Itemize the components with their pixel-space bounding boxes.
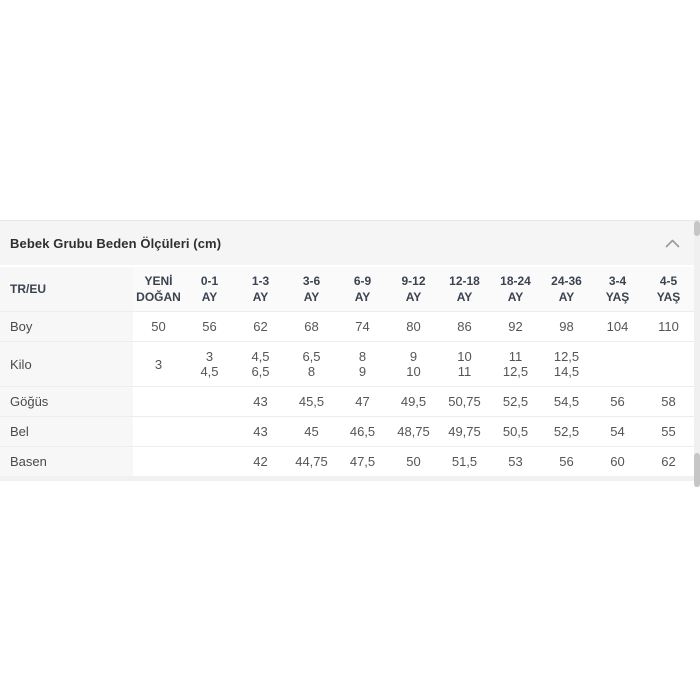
accordion-header[interactable]: Bebek Grubu Beden Ölçüleri (cm)	[0, 221, 700, 265]
cell	[184, 416, 235, 447]
cell: 54,5	[541, 386, 592, 417]
row-label: Basen	[0, 446, 133, 476]
table-row: Bel 43 45 46,5 48,75 49,75 50,5 52,5 54 55	[0, 416, 694, 447]
cell: 4,5 6,5	[235, 341, 286, 387]
header-row: TR/EU YENİ DOĞAN 0-1 AY 1-3 AY 3-6 AY 6-9 AY 9…	[0, 267, 694, 312]
cell: 56	[184, 311, 235, 342]
cell: 50	[388, 446, 439, 476]
table-row: Boy 50 56 62 68 74 80 86 92 98 104 110	[0, 311, 694, 342]
row-label: Boy	[0, 311, 133, 342]
cell: 50	[133, 311, 184, 342]
cell: 62	[235, 311, 286, 342]
size-table-grid: TR/EU YENİ DOĞAN 0-1 AY 1-3 AY 3-6 AY 6-9 AY 9…	[0, 267, 694, 476]
scrollbar-top-cap[interactable]	[694, 221, 700, 236]
cell: 47,5	[337, 446, 388, 476]
cell	[184, 446, 235, 476]
size-table: TR/EU YENİ DOĞAN 0-1 AY 1-3 AY 3-6 AY 6-9 AY 9…	[0, 267, 700, 476]
column-header: 9-12 AY	[388, 267, 439, 312]
column-header: 0-1 AY	[184, 267, 235, 312]
column-header: 3-4 YAŞ	[592, 267, 643, 312]
cell: 3 4,5	[184, 341, 235, 387]
cell: 50,5	[490, 416, 541, 447]
column-header: YENİ DOĞAN	[133, 267, 184, 312]
cell: 98	[541, 311, 592, 342]
cell: 80	[388, 311, 439, 342]
cell: 12,5 14,5	[541, 341, 592, 387]
column-header: 12-18 AY	[439, 267, 490, 312]
cell: 51,5	[439, 446, 490, 476]
cell: 43	[235, 416, 286, 447]
cell: 6,5 8	[286, 341, 337, 387]
column-header: 6-9 AY	[337, 267, 388, 312]
column-header: 3-6 AY	[286, 267, 337, 312]
cell: 49,75	[439, 416, 490, 447]
accordion-title: Bebek Grubu Beden Ölçüleri (cm)	[10, 235, 222, 251]
cell: 52,5	[490, 386, 541, 417]
size-chart-panel: Bebek Grubu Beden Ölçüleri (cm) TR/EU YEN…	[0, 220, 700, 481]
cell: 54	[592, 416, 643, 447]
row-label: Kilo	[0, 341, 133, 387]
cell: 43	[235, 386, 286, 417]
vertical-scrollbar[interactable]	[694, 221, 700, 487]
cell: 11 12,5	[490, 341, 541, 387]
cell: 48,75	[388, 416, 439, 447]
row-label: Göğüs	[0, 386, 133, 417]
cell: 56	[541, 446, 592, 476]
cell: 42	[235, 446, 286, 476]
column-header: 24-36 AY	[541, 267, 592, 312]
column-header: 4-5 YAŞ	[643, 267, 694, 312]
cell: 9 10	[388, 341, 439, 387]
cell	[184, 386, 235, 417]
column-header: TR/EU	[0, 267, 133, 312]
table-row: Göğüs 43 45,5 47 49,5 50,75 52,5 54,5 56 58	[0, 386, 694, 417]
table-head: TR/EU YENİ DOĞAN 0-1 AY 1-3 AY 3-6 AY 6-9 AY 9…	[0, 267, 694, 312]
cell: 62	[643, 446, 694, 476]
cell: 52,5	[541, 416, 592, 447]
cell: 74	[337, 311, 388, 342]
cell: 45,5	[286, 386, 337, 417]
cell: 45	[286, 416, 337, 447]
cell	[133, 416, 184, 447]
cell: 104	[592, 311, 643, 342]
cell	[643, 341, 694, 387]
cell: 110	[643, 311, 694, 342]
cell: 3	[133, 341, 184, 387]
table-row: Basen 42 44,75 47,5 50 51,5 53 56 60 62	[0, 446, 694, 476]
cell: 8 9	[337, 341, 388, 387]
cell: 10 11	[439, 341, 490, 387]
cell: 50,75	[439, 386, 490, 417]
table-body: Boy 50 56 62 68 74 80 86 92 98 104 110 Kilo 3 3 4,5 4,5…	[0, 311, 694, 476]
cell	[592, 341, 643, 387]
cell: 68	[286, 311, 337, 342]
cell: 47	[337, 386, 388, 417]
scrollbar-thumb[interactable]	[694, 453, 700, 487]
cell: 58	[643, 386, 694, 417]
cell: 92	[490, 311, 541, 342]
cell	[133, 446, 184, 476]
cell: 49,5	[388, 386, 439, 417]
cell: 60	[592, 446, 643, 476]
panel-footer-strip	[0, 476, 700, 481]
chevron-up-icon[interactable]	[665, 239, 680, 248]
cell: 53	[490, 446, 541, 476]
cell: 44,75	[286, 446, 337, 476]
cell: 86	[439, 311, 490, 342]
column-header: 18-24 AY	[490, 267, 541, 312]
cell: 55	[643, 416, 694, 447]
cell: 46,5	[337, 416, 388, 447]
row-label: Bel	[0, 416, 133, 447]
cell: 56	[592, 386, 643, 417]
cell	[133, 386, 184, 417]
column-header: 1-3 AY	[235, 267, 286, 312]
